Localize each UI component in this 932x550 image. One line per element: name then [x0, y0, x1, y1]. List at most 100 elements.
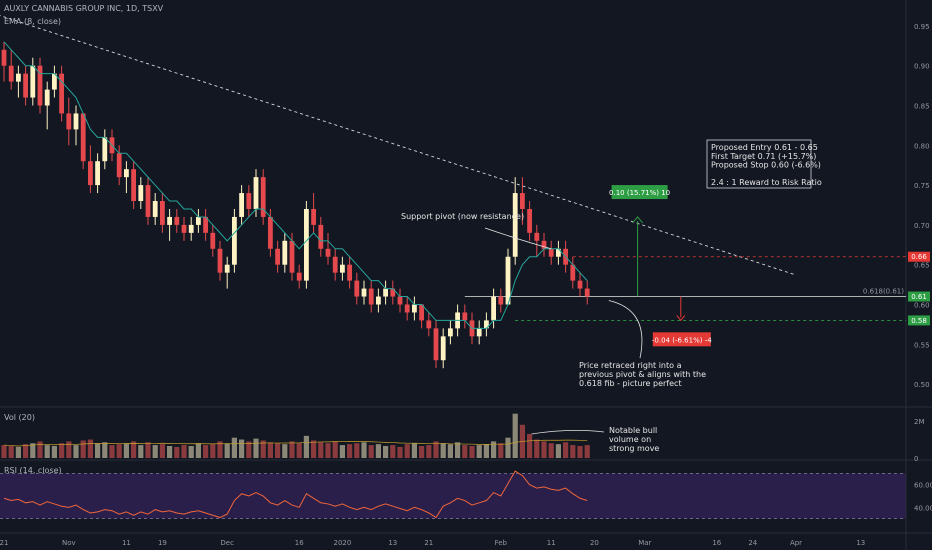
candle-body [210, 232, 216, 249]
volume-ma-line [3, 439, 588, 447]
candle-body [181, 224, 187, 233]
volume-bar [109, 445, 115, 458]
price-tick-label: 0.80 [914, 142, 930, 150]
candle-body [512, 193, 518, 257]
candle-body [174, 216, 180, 225]
time-tick-label: 2020 [333, 539, 351, 547]
candle-body [476, 328, 482, 337]
volume-bar [469, 446, 475, 458]
target-tag-label: 0.10 (15.71%) 10 [609, 189, 670, 197]
rsi-tick-label: 40.00 [914, 504, 932, 512]
candle-body [131, 169, 136, 202]
volume-bar [23, 444, 29, 458]
candle-body [102, 137, 108, 162]
volume-bar [87, 439, 93, 458]
price-tick-label: 0.65 [914, 262, 930, 270]
candle-body [347, 264, 352, 281]
time-tick-label: Mar [638, 539, 651, 547]
candle-body [95, 161, 100, 186]
volume-bar [167, 446, 173, 458]
time-tick-label: Dec [220, 539, 234, 547]
volume-bar [44, 445, 50, 458]
symbol-legend[interactable]: AUXLY CANNABIS GROUP INC, 1D, TSXV [4, 4, 164, 13]
volume-bar [311, 440, 317, 458]
candle-body [404, 304, 410, 313]
ema-legend[interactable]: EMA (8, close) [4, 17, 61, 26]
time-tick-label: 16 [295, 539, 304, 547]
price-tag-label: 0.66 [911, 253, 927, 261]
trade-plan-box [706, 139, 812, 189]
candle-body [282, 240, 288, 265]
volume-legend[interactable]: Vol (20) [4, 413, 35, 422]
candle-body [325, 248, 331, 257]
rsi-tick-label: 60.00 [914, 482, 932, 490]
volume-bar [145, 442, 151, 458]
volume-bar [426, 445, 432, 458]
target-tag-box [611, 185, 668, 200]
time-tick-label: 21 [0, 539, 8, 547]
volume-note-line: volume on [609, 435, 651, 444]
candle-body [505, 256, 511, 305]
volume-bar [131, 441, 137, 458]
volume-bar [1, 445, 7, 458]
price-tick-label: 0.85 [914, 103, 930, 111]
volume-bar [289, 441, 295, 458]
price-tag [908, 315, 930, 326]
candle-body [368, 288, 374, 305]
fib-level-label: 0.618(0.61) [863, 288, 904, 296]
rsi-band [0, 473, 906, 519]
volume-bar [397, 446, 403, 458]
volume-bar [404, 444, 410, 458]
candle-body [217, 248, 223, 273]
candle-body [556, 248, 561, 257]
candle-body [440, 336, 446, 361]
volume-bar [217, 441, 223, 458]
volume-bar [303, 435, 309, 458]
volume-bar [181, 445, 187, 458]
candle-body [548, 248, 554, 257]
volume-note-line: Notable bull [609, 426, 657, 435]
candle-body [88, 161, 93, 186]
candle-body [520, 193, 525, 209]
candle-body [340, 264, 345, 273]
candle-body [491, 296, 496, 321]
volume-bar [231, 437, 237, 458]
volume-bar [95, 443, 101, 458]
stop-tag-label: -0.04 (-6.61%) -4 [652, 336, 712, 344]
volume-bar [570, 445, 576, 458]
volume-bar [462, 445, 468, 458]
volume-bar [116, 444, 122, 458]
volume-bar [512, 413, 518, 458]
volume-bar [447, 444, 453, 458]
candle-body [361, 288, 367, 297]
volume-bar [253, 438, 259, 458]
volume-bar [59, 443, 65, 458]
volume-bar [325, 443, 331, 458]
volume-bar [505, 437, 511, 458]
price-tick-label: 0.60 [914, 302, 930, 310]
candle-body [426, 320, 432, 329]
candle-body [527, 208, 532, 233]
candle-body [66, 113, 72, 130]
volume-bar [80, 440, 86, 458]
ema-line [3, 41, 588, 329]
volume-bar [51, 446, 57, 458]
volume-bar [195, 443, 201, 458]
volume-bar [354, 443, 360, 458]
candle-body [145, 185, 151, 217]
volume-bar [203, 445, 209, 458]
rsi-legend[interactable]: RSI (14, close) [4, 466, 62, 475]
volume-bar [390, 445, 396, 458]
candle-body [484, 320, 489, 329]
time-tick-label: 13 [856, 539, 865, 547]
volume-bar [332, 441, 338, 458]
volume-bar [260, 440, 266, 458]
volume-bar [476, 445, 482, 458]
volume-bar [527, 434, 533, 458]
volume-bar [383, 446, 389, 458]
volume-bar [15, 446, 21, 458]
price-tag [908, 251, 930, 262]
candle-body [268, 216, 273, 249]
price-tick-label: 0.70 [914, 222, 930, 230]
